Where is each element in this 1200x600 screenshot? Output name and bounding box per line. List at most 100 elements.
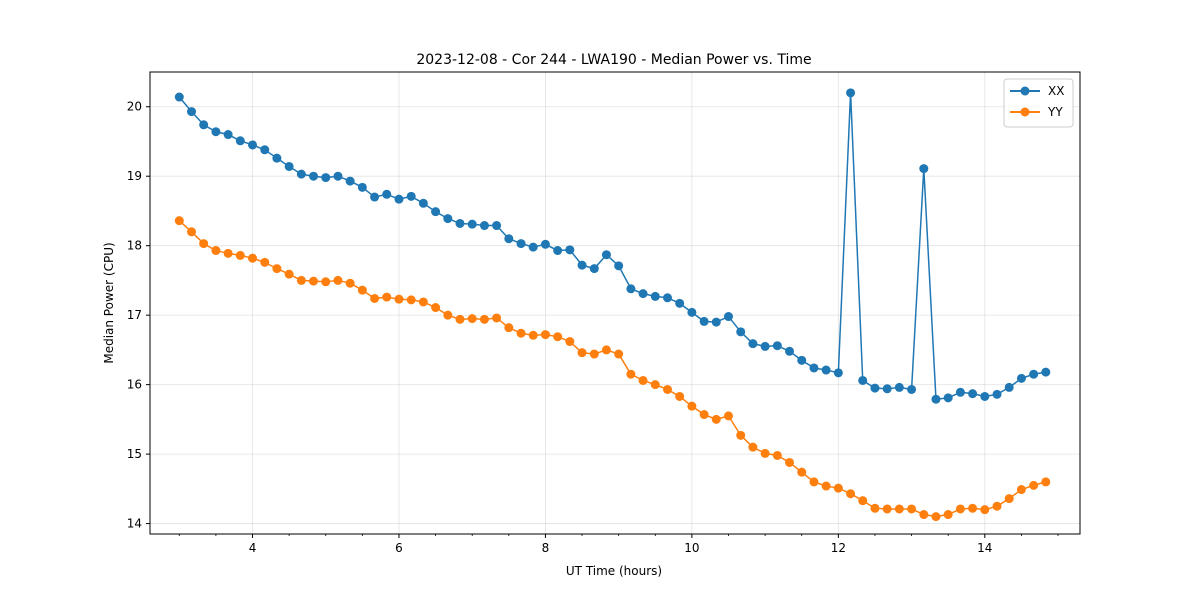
data-point-yy bbox=[431, 303, 441, 313]
data-point-yy bbox=[821, 481, 831, 491]
legend-yy-marker bbox=[1020, 107, 1030, 117]
x-tick-label: 4 bbox=[249, 541, 257, 555]
data-point-xx bbox=[626, 284, 636, 294]
data-point-yy bbox=[638, 375, 648, 385]
data-point-yy bbox=[846, 489, 856, 499]
y-tick-label: 14 bbox=[127, 517, 142, 531]
data-point-yy bbox=[943, 510, 953, 520]
legend-xx-label: XX bbox=[1048, 84, 1064, 98]
data-point-yy bbox=[235, 250, 245, 260]
chart-title: 2023-12-08 - Cor 244 - LWA190 - Median P… bbox=[416, 52, 811, 68]
data-point-xx bbox=[296, 169, 306, 179]
data-point-yy bbox=[748, 442, 758, 452]
data-point-xx bbox=[760, 341, 770, 351]
data-point-xx bbox=[931, 394, 941, 404]
data-point-yy bbox=[309, 276, 319, 286]
data-point-xx bbox=[675, 298, 685, 308]
data-point-xx bbox=[589, 264, 599, 274]
x-tick-label: 12 bbox=[831, 541, 846, 555]
data-point-xx bbox=[455, 218, 465, 228]
data-point-xx bbox=[467, 219, 477, 229]
data-point-yy bbox=[907, 504, 917, 514]
legend-yy-label: YY bbox=[1047, 105, 1063, 119]
data-point-yy bbox=[992, 501, 1002, 511]
data-point-yy bbox=[357, 285, 367, 295]
data-point-xx bbox=[443, 214, 453, 224]
legend: XX YY bbox=[1003, 78, 1074, 128]
data-point-yy bbox=[919, 510, 929, 520]
y-tick-label: 16 bbox=[127, 378, 142, 392]
data-point-xx bbox=[821, 365, 831, 375]
data-point-xx bbox=[943, 393, 953, 403]
data-point-xx bbox=[968, 389, 978, 399]
data-point-xx bbox=[479, 221, 489, 231]
data-point-yy bbox=[1041, 477, 1051, 487]
data-point-xx bbox=[174, 92, 184, 102]
x-tick-label: 6 bbox=[395, 541, 403, 555]
data-point-yy bbox=[711, 414, 721, 424]
data-point-xx bbox=[992, 389, 1002, 399]
data-point-xx bbox=[1004, 382, 1014, 392]
data-point-yy bbox=[833, 483, 843, 493]
data-point-xx bbox=[1029, 369, 1039, 379]
data-point-yy bbox=[760, 448, 770, 458]
data-point-xx bbox=[858, 375, 868, 385]
data-point-yy bbox=[1004, 494, 1014, 504]
data-point-xx bbox=[980, 391, 990, 401]
data-point-xx bbox=[748, 339, 758, 349]
data-point-yy bbox=[772, 450, 782, 460]
data-point-xx bbox=[882, 384, 892, 394]
data-point-xx bbox=[846, 88, 856, 98]
data-point-yy bbox=[626, 369, 636, 379]
data-point-yy bbox=[284, 269, 294, 279]
data-point-yy bbox=[394, 294, 404, 304]
data-point-xx bbox=[833, 368, 843, 378]
x-tick-label: 10 bbox=[684, 541, 699, 555]
data-point-xx bbox=[223, 130, 233, 140]
data-point-yy bbox=[1016, 485, 1026, 495]
data-point-xx bbox=[248, 140, 258, 150]
y-tick-label: 20 bbox=[127, 100, 142, 114]
data-point-xx bbox=[345, 176, 355, 186]
data-point-xx bbox=[809, 363, 819, 373]
data-point-xx bbox=[199, 120, 209, 130]
data-point-xx bbox=[431, 207, 441, 217]
data-point-xx bbox=[492, 221, 502, 231]
data-point-yy bbox=[272, 264, 282, 274]
data-point-xx bbox=[650, 291, 660, 301]
data-point-xx bbox=[894, 382, 904, 392]
data-point-xx bbox=[724, 312, 733, 322]
x-axis-label: UT Time (hours) bbox=[566, 564, 662, 578]
data-point-yy bbox=[516, 328, 526, 338]
data-point-yy bbox=[382, 292, 392, 302]
data-point-yy bbox=[467, 314, 477, 324]
data-point-yy bbox=[443, 310, 453, 320]
data-point-xx bbox=[907, 384, 917, 394]
y-tick-label: 17 bbox=[127, 308, 142, 322]
data-point-xx bbox=[418, 198, 428, 208]
y-axis-label: Median Power (CPU) bbox=[102, 242, 116, 363]
data-point-yy bbox=[577, 348, 587, 358]
data-point-yy bbox=[675, 391, 685, 401]
data-point-xx bbox=[382, 189, 392, 199]
data-point-yy bbox=[187, 227, 197, 237]
data-point-yy bbox=[858, 496, 868, 506]
data-point-xx bbox=[187, 107, 197, 117]
data-point-yy bbox=[345, 278, 355, 288]
data-point-yy bbox=[321, 277, 331, 287]
data-point-yy bbox=[736, 430, 746, 440]
x-tick-label: 8 bbox=[542, 541, 550, 555]
data-point-xx bbox=[614, 261, 624, 271]
data-point-yy bbox=[650, 380, 660, 390]
data-point-yy bbox=[296, 275, 306, 285]
y-tick-label: 15 bbox=[127, 447, 142, 461]
data-point-xx bbox=[772, 341, 782, 351]
data-point-yy bbox=[589, 349, 599, 359]
data-point-xx bbox=[394, 194, 404, 204]
data-point-yy bbox=[797, 467, 807, 477]
data-point-xx bbox=[284, 161, 294, 171]
data-point-xx bbox=[785, 346, 794, 356]
data-point-yy bbox=[492, 313, 502, 323]
data-point-xx bbox=[272, 153, 282, 163]
data-point-yy bbox=[260, 257, 270, 267]
